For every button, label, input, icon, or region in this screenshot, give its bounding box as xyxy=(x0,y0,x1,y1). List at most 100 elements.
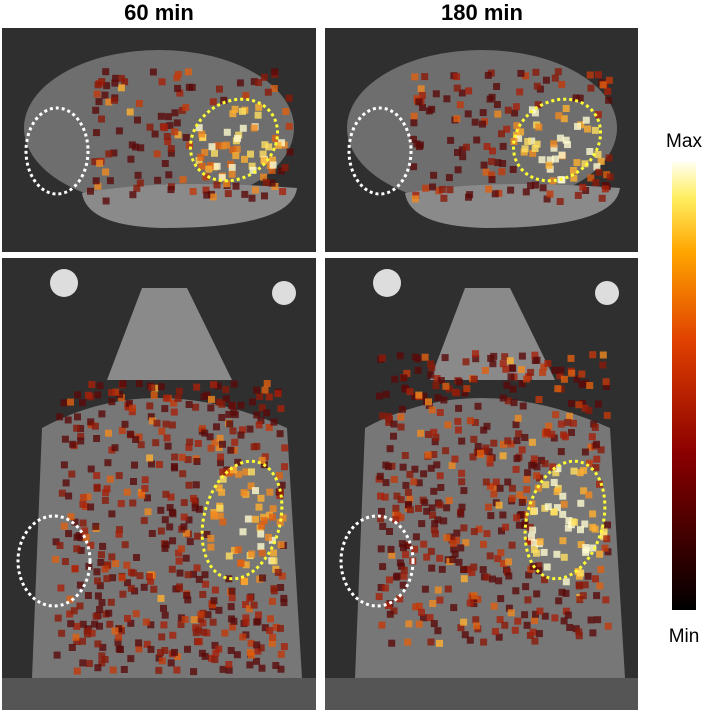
heat-voxel xyxy=(587,443,595,451)
heat-voxel xyxy=(449,540,457,547)
heat-voxel xyxy=(250,124,258,132)
heat-voxel xyxy=(123,488,131,496)
heat-voxel xyxy=(199,591,207,598)
heat-voxel xyxy=(137,441,145,449)
heat-voxel xyxy=(476,449,484,457)
heat-voxel xyxy=(585,407,593,414)
heat-voxel xyxy=(605,76,613,84)
heat-voxel xyxy=(427,547,435,555)
heat-voxel xyxy=(498,130,505,138)
heat-voxel xyxy=(486,455,494,463)
heat-voxel xyxy=(108,553,116,561)
heat-voxel xyxy=(190,570,197,578)
heat-voxel xyxy=(412,191,420,199)
heat-voxel xyxy=(384,602,392,610)
heat-voxel xyxy=(270,85,278,92)
heat-voxel xyxy=(390,420,398,428)
heat-voxel xyxy=(161,544,169,552)
heat-voxel xyxy=(516,491,524,499)
heat-voxel xyxy=(528,533,535,541)
heat-voxel xyxy=(530,539,538,547)
heat-voxel xyxy=(529,526,537,534)
heat-voxel xyxy=(147,413,155,421)
heat-voxel xyxy=(557,366,565,374)
heat-voxel xyxy=(190,616,198,624)
heat-voxel xyxy=(266,488,274,496)
heat-voxel xyxy=(497,549,505,557)
heat-voxel xyxy=(249,166,257,174)
heat-voxel xyxy=(508,495,516,502)
heat-voxel xyxy=(112,74,120,82)
heat-voxel xyxy=(247,651,255,659)
heat-voxel xyxy=(486,482,494,490)
heat-voxel xyxy=(377,545,385,553)
heat-voxel xyxy=(539,368,547,376)
heat-voxel xyxy=(541,612,549,620)
heat-voxel xyxy=(101,496,109,504)
heat-voxel xyxy=(400,374,408,382)
heat-voxel xyxy=(470,600,478,608)
body xyxy=(24,50,294,206)
heat-voxel xyxy=(223,180,231,188)
heat-voxel xyxy=(88,381,96,389)
heat-voxel xyxy=(245,605,253,613)
heat-voxel xyxy=(517,69,525,77)
heat-voxel xyxy=(415,479,423,487)
heat-voxel xyxy=(182,529,190,537)
heat-voxel xyxy=(436,596,444,604)
heat-voxel xyxy=(108,389,115,397)
heat-voxel xyxy=(398,540,406,548)
heat-voxel xyxy=(211,656,219,664)
heat-voxel xyxy=(167,659,175,667)
heat-voxel xyxy=(77,432,85,440)
heat-voxel xyxy=(458,478,466,486)
heat-voxel xyxy=(577,499,585,507)
heat-voxel xyxy=(427,371,435,379)
heat-voxel xyxy=(491,627,499,635)
heat-voxel xyxy=(440,517,448,525)
heat-voxel xyxy=(545,422,553,430)
heat-voxel xyxy=(415,504,422,512)
heat-voxel xyxy=(555,112,563,120)
heat-voxel xyxy=(525,538,533,546)
heat-voxel xyxy=(588,433,596,441)
heat-voxel xyxy=(260,157,268,164)
heat-voxel xyxy=(247,150,254,158)
heat-voxel xyxy=(254,111,262,119)
heat-voxel xyxy=(419,104,426,111)
heat-voxel xyxy=(147,577,155,585)
heat-voxel xyxy=(518,446,526,454)
heat-voxel xyxy=(572,94,580,102)
heat-voxel xyxy=(490,352,498,360)
heat-voxel xyxy=(444,421,452,429)
heat-voxel xyxy=(589,351,597,359)
heat-voxel xyxy=(455,378,463,386)
heat-voxel xyxy=(268,536,276,544)
heat-voxel xyxy=(493,83,501,90)
heat-voxel xyxy=(575,632,583,640)
heat-voxel xyxy=(584,572,592,580)
heat-voxel xyxy=(239,426,246,434)
heat-voxel xyxy=(401,452,409,459)
heat-voxel xyxy=(91,422,99,430)
heat-voxel xyxy=(277,541,285,549)
heat-voxel xyxy=(77,425,85,432)
heat-voxel xyxy=(483,422,491,430)
heat-voxel xyxy=(257,644,265,652)
heat-voxel xyxy=(130,478,137,485)
heat-voxel xyxy=(411,465,419,473)
heat-voxel xyxy=(427,464,435,472)
heat-voxel xyxy=(578,370,586,378)
heat-voxel xyxy=(515,430,523,438)
heat-voxel xyxy=(87,418,95,426)
heat-voxel xyxy=(112,560,120,567)
heat-voxel xyxy=(229,110,237,118)
heat-voxel xyxy=(457,624,465,632)
heat-voxel xyxy=(599,351,607,359)
heat-voxel xyxy=(87,187,94,195)
heat-voxel xyxy=(428,406,436,414)
heat-voxel xyxy=(195,124,203,132)
heat-voxel xyxy=(79,500,87,508)
heat-voxel xyxy=(466,636,474,644)
heat-voxel xyxy=(498,527,505,535)
